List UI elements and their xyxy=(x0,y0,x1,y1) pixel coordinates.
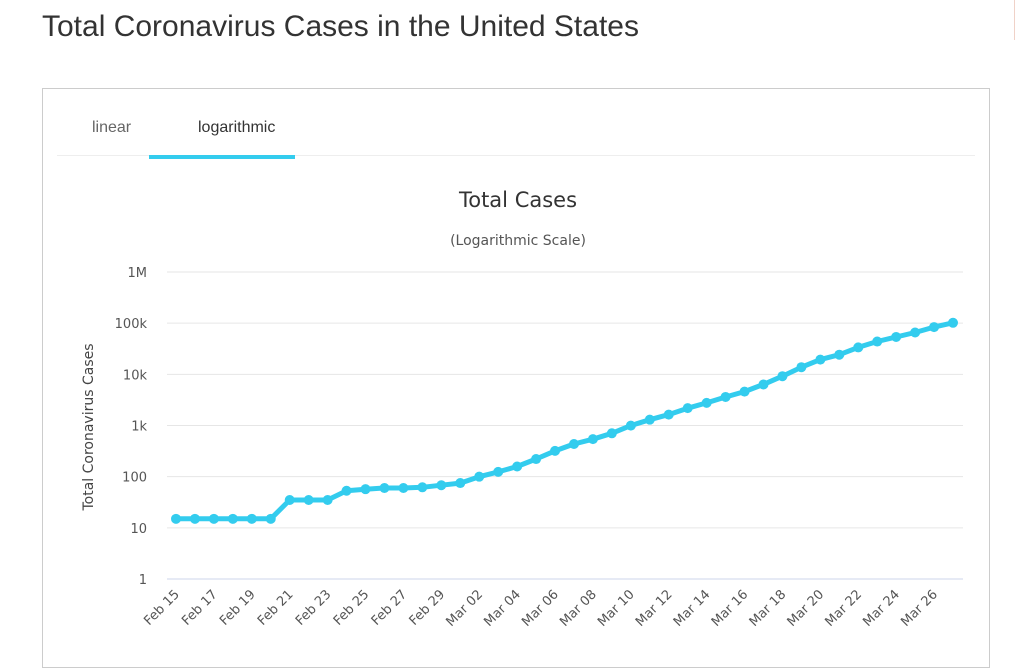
x-tick-label: Mar 24 xyxy=(860,587,903,630)
data-point[interactable] xyxy=(587,434,598,445)
active-tab-indicator xyxy=(149,155,295,159)
data-point[interactable] xyxy=(360,484,371,495)
x-tick-label: Feb 29 xyxy=(407,587,449,629)
data-point[interactable] xyxy=(322,494,333,505)
data-point[interactable] xyxy=(815,354,826,365)
data-point[interactable] xyxy=(853,342,864,353)
y-tick-label: 1 xyxy=(139,573,147,588)
data-point[interactable] xyxy=(398,483,409,494)
y-axis-label: Total Coronavirus Cases xyxy=(81,343,97,511)
data-point[interactable] xyxy=(379,483,390,494)
data-point[interactable] xyxy=(796,362,807,373)
data-point[interactable] xyxy=(227,513,238,524)
data-point[interactable] xyxy=(265,513,276,524)
data-point[interactable] xyxy=(550,445,561,456)
y-tick-label: 100k xyxy=(115,317,148,332)
x-tick-label: Feb 23 xyxy=(293,587,335,629)
data-point[interactable] xyxy=(777,371,788,382)
data-point[interactable] xyxy=(512,461,523,472)
chart-panel: linear logarithmic Total Cases (Logarith… xyxy=(42,88,990,668)
x-tick-label: Mar 18 xyxy=(747,587,790,630)
data-point[interactable] xyxy=(417,482,428,493)
data-point[interactable] xyxy=(246,513,257,524)
x-tick-label: Mar 04 xyxy=(481,587,524,630)
data-point[interactable] xyxy=(189,513,200,524)
tab-linear[interactable]: linear xyxy=(92,119,132,136)
data-point[interactable] xyxy=(701,397,712,408)
data-point[interactable] xyxy=(455,478,466,489)
x-tick-label: Feb 15 xyxy=(141,587,183,629)
data-point[interactable] xyxy=(682,403,693,414)
data-point[interactable] xyxy=(341,485,352,496)
data-point[interactable] xyxy=(644,414,655,425)
data-point[interactable] xyxy=(834,349,845,360)
data-point[interactable] xyxy=(720,391,731,402)
scale-tabs: linear logarithmic xyxy=(57,89,975,156)
x-tick-label: Mar 20 xyxy=(785,587,828,630)
tab-logarithmic[interactable]: logarithmic xyxy=(198,119,276,136)
data-point[interactable] xyxy=(929,322,940,333)
x-tick-label: Feb 27 xyxy=(369,587,411,629)
data-point[interactable] xyxy=(284,494,295,505)
data-point[interactable] xyxy=(531,454,542,465)
chart-title: Total Cases xyxy=(458,188,577,212)
x-tick-label: Mar 14 xyxy=(671,587,714,630)
data-point[interactable] xyxy=(303,494,314,505)
y-tick-label: 10 xyxy=(130,522,147,537)
data-point[interactable] xyxy=(606,428,617,439)
y-tick-label: 100 xyxy=(122,471,147,486)
y-tick-label: 1M xyxy=(128,266,148,281)
x-tick-label: Feb 17 xyxy=(179,587,221,629)
data-point[interactable] xyxy=(208,513,219,524)
total-cases-chart: Total Cases (Logarithmic Scale) Total Co… xyxy=(81,188,963,630)
x-tick-label: Mar 06 xyxy=(519,587,562,630)
data-point[interactable] xyxy=(171,513,181,524)
data-point[interactable] xyxy=(948,317,958,328)
y-tick-label: 10k xyxy=(123,368,148,383)
data-point[interactable] xyxy=(910,327,921,338)
data-point[interactable] xyxy=(891,331,902,342)
data-point[interactable] xyxy=(568,438,579,449)
data-point[interactable] xyxy=(663,409,674,420)
x-tick-label: Mar 08 xyxy=(557,587,600,630)
data-point[interactable] xyxy=(474,471,485,482)
edge-divider xyxy=(1014,0,1015,40)
data-point[interactable] xyxy=(739,386,750,397)
data-point[interactable] xyxy=(493,466,504,477)
page-title: Total Coronavirus Cases in the United St… xyxy=(42,10,639,43)
x-tick-label: Feb 19 xyxy=(217,587,259,629)
x-tick-label: Feb 21 xyxy=(255,587,297,629)
x-tick-label: Mar 12 xyxy=(633,587,676,630)
x-tick-label: Feb 25 xyxy=(331,587,373,629)
y-tick-label: 1k xyxy=(131,420,147,435)
x-tick-label: Mar 10 xyxy=(595,587,638,630)
x-tick-label: Mar 26 xyxy=(898,587,941,630)
x-tick-label: Mar 16 xyxy=(709,587,752,630)
chart-subtitle: (Logarithmic Scale) xyxy=(450,233,586,249)
data-point[interactable] xyxy=(436,480,447,491)
x-tick-label: Mar 22 xyxy=(823,587,866,630)
data-point[interactable] xyxy=(758,379,769,390)
data-point[interactable] xyxy=(872,336,883,347)
data-point[interactable] xyxy=(625,420,636,431)
x-tick-label: Mar 02 xyxy=(443,587,486,630)
